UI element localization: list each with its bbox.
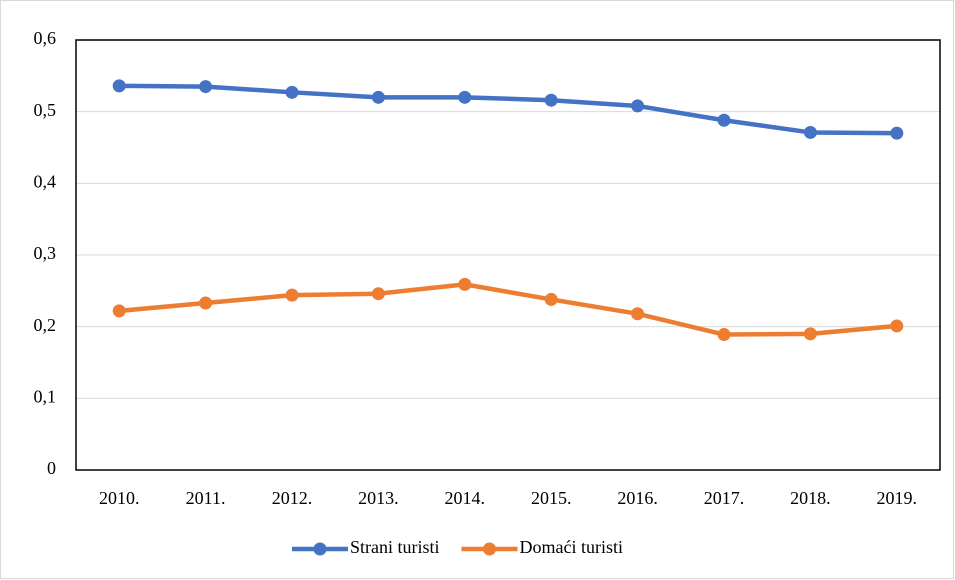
data-point [631, 307, 645, 321]
data-point [458, 90, 472, 104]
data-point [199, 296, 213, 310]
data-point [631, 99, 645, 113]
y-tick-label: 0,5 [34, 100, 57, 120]
data-point [112, 79, 126, 93]
x-tick-label: 2012. [272, 488, 313, 508]
y-tick-label: 0,4 [34, 171, 57, 191]
data-point [285, 288, 299, 302]
plot-border [75, 39, 941, 471]
data-point [803, 327, 817, 341]
data-point [112, 304, 126, 318]
x-tick-label: 2013. [358, 488, 399, 508]
data-point [285, 85, 299, 99]
data-point [803, 125, 817, 139]
y-tick-label: 0,2 [34, 315, 57, 335]
y-tick-label: 0 [47, 458, 56, 478]
x-tick-label: 2011. [186, 488, 226, 508]
legend-marker [313, 542, 327, 556]
series-line [119, 83, 897, 136]
data-point [890, 126, 904, 140]
data-point [371, 287, 385, 301]
data-point [717, 113, 731, 127]
data-point [544, 93, 558, 107]
data-point [890, 319, 904, 333]
x-tick-label: 2018. [790, 488, 831, 508]
x-tick-label: 2019. [877, 488, 918, 508]
data-point [717, 328, 731, 342]
data-point [199, 80, 213, 94]
legend-label: Domaći turisti [520, 537, 623, 557]
x-tick-label: 2016. [617, 488, 658, 508]
x-tick-label: 2017. [704, 488, 745, 508]
y-tick-label: 0,3 [34, 243, 57, 263]
x-tick-label: 2015. [531, 488, 572, 508]
legend-label: Strani turisti [350, 537, 440, 557]
y-tick-label: 0,1 [34, 386, 57, 406]
y-tick-label: 0,6 [34, 28, 57, 48]
x-tick-label: 2014. [445, 488, 486, 508]
legend-marker [483, 542, 496, 556]
data-point [371, 90, 385, 104]
data-point [458, 277, 472, 291]
x-tick-label: 2010. [99, 488, 140, 508]
series-line [118, 282, 898, 337]
data-point [544, 292, 558, 306]
